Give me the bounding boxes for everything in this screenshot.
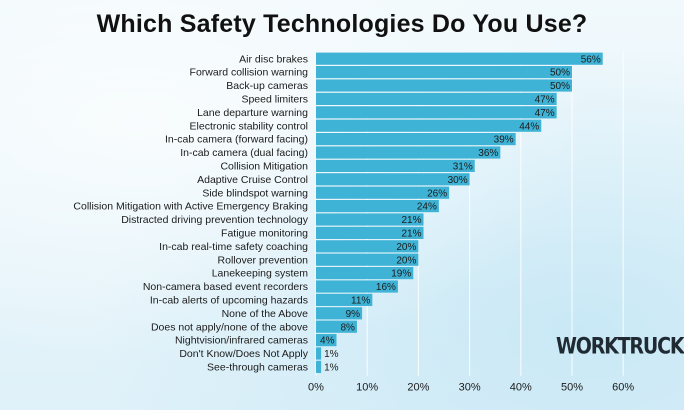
value-label: 4% [320,336,335,347]
worktruck-logo: WORKTRUCK [556,334,684,360]
bar [316,320,357,333]
value-label: 36% [478,148,498,159]
bar [316,106,557,119]
value-label: 20% [396,242,416,253]
category-label: Electronic stability control [190,120,308,132]
x-tick-label: 60% [612,382,634,394]
x-tick-label: 30% [459,382,481,394]
value-label: 1% [324,349,339,360]
bar [316,159,475,172]
category-label: Collision Mitigation with Active Emergen… [73,201,308,213]
bar [316,213,424,226]
x-tick-label: 0% [308,382,324,394]
category-label: Adaptive Cruise Control [197,174,308,186]
bar [316,360,322,373]
x-tick-label: 20% [407,382,429,394]
bar [316,173,470,186]
bar [316,334,337,347]
value-label: 56% [581,54,601,65]
category-label: Does not apply/none of the above [151,321,308,333]
bar [316,119,542,132]
bar [316,133,516,146]
category-label: See-through cameras [207,362,308,374]
category-label: Fatigue monitoring [221,228,308,240]
category-label: Don't Know/Does Not Apply [179,348,308,360]
value-label: 47% [535,95,555,106]
value-label: 16% [376,282,396,293]
category-label: Lane departure warning [197,107,308,119]
value-label: 39% [494,135,514,146]
value-label: 21% [402,215,422,226]
value-label: 44% [519,121,539,132]
category-label: Collision Mitigation [220,161,308,173]
category-label: In-cab real-time safety coaching [159,241,308,253]
value-label: 50% [550,68,570,79]
value-label: 30% [448,175,468,186]
bar [316,226,424,239]
bar [316,92,557,105]
value-label: 31% [453,162,473,173]
x-tick-label: 40% [510,382,532,394]
category-label: Rollover prevention [218,254,309,266]
bar [316,200,439,213]
category-label: Nightvision/infrared cameras [175,335,308,347]
bar [316,293,373,306]
category-label: Non-camera based event recorders [143,281,308,293]
bar [316,280,398,293]
value-label: 24% [417,202,437,213]
category-label: In-cab camera (dual facing) [180,147,308,159]
bar [316,186,450,199]
bar [316,79,572,92]
x-tick-label: 10% [356,382,378,394]
bar [316,347,322,360]
bar [316,52,603,65]
category-label: Side blindspot warning [202,187,308,199]
value-label: 1% [324,363,339,374]
value-label: 47% [535,108,555,119]
value-label: 21% [402,229,422,240]
value-label: 8% [341,322,356,333]
value-label: 11% [351,296,370,307]
bar [316,240,419,253]
value-label: 50% [550,81,570,92]
category-label: In-cab camera (forward facing) [165,134,308,146]
bar [316,253,419,266]
category-label: Distracted driving prevention technology [121,214,309,226]
bar [316,267,414,280]
value-label: 9% [346,309,361,320]
value-label: 26% [427,188,447,199]
value-label: 20% [396,255,416,266]
bar [316,66,572,79]
x-tick-label: 50% [561,382,583,394]
chart-title: Which Safety Technologies Do You Use? [96,10,588,38]
value-label: 19% [391,269,411,280]
category-label: Air disc brakes [239,53,308,65]
category-label: None of the Above [222,308,309,320]
category-label: Forward collision warning [190,67,309,79]
category-label: In-cab alerts of upcoming hazards [150,295,308,307]
category-label: Speed limiters [241,94,308,106]
bar [316,307,363,320]
category-label: Back-up cameras [226,80,308,92]
category-label: Lanekeeping system [212,268,309,280]
bar [316,146,501,159]
